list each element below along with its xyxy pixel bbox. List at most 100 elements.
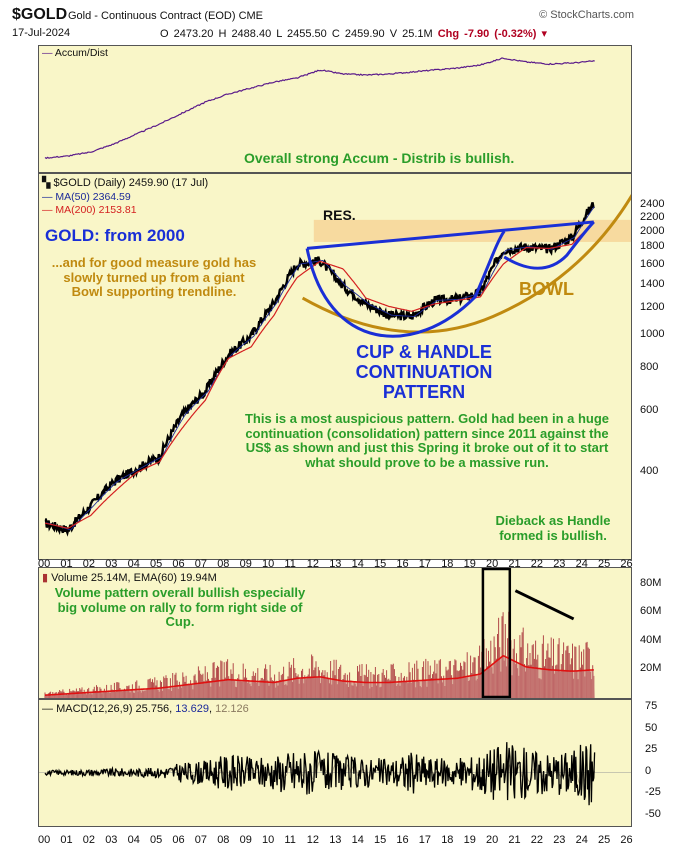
macd-y-tick: 0 [645,764,652,777]
price-y-tick: 400 [640,464,659,477]
macd-plot [39,742,631,806]
x-tick-top: 18 [441,558,454,570]
ma50-line [45,206,595,531]
dieback-note: Dieback as Handle formed is bullish. [495,513,611,543]
x-tick-top: 02 [82,558,96,570]
x-tick-bottom: 02 [82,834,96,846]
x-tick-bottom: 26 [620,834,633,846]
x-tick-bottom: 08 [217,834,230,846]
x-tick-top: 13 [329,558,342,570]
x-tick-top: 10 [262,558,275,570]
x-tick-bottom: 16 [396,834,409,846]
x-tick-top: 21 [508,558,521,570]
price-y-tick: 600 [640,404,659,417]
high-value: H 2488.40 [218,28,272,40]
x-tick-top: 20 [486,558,499,570]
symbol: $GOLD [12,6,68,23]
volume-plot [44,568,595,698]
x-tick-top: 15 [374,558,387,570]
price-legend: ▚ $GOLD (Daily) 2459.90 (17 Jul) [42,177,209,189]
open-value: O 2473.20 [160,28,214,40]
dropdown-arrow-icon[interactable]: ▾ [536,28,548,40]
price-y-tick: 1600 [640,257,665,270]
x-tick-top: 23 [553,558,566,570]
x-tick-top: 24 [575,558,588,570]
price-y-tick: 2000 [640,224,665,237]
x-tick-bottom: 04 [127,834,140,846]
accum-dist-plot [44,57,595,160]
x-tick-bottom: 10 [262,834,275,846]
x-tick-bottom: 06 [172,834,185,846]
chart-icon: ▚ [42,177,51,189]
x-tick-bottom: 12 [306,834,320,846]
x-tick-top: 08 [217,558,230,570]
volume-trend-line [514,589,575,621]
volume-highlight-box [481,568,512,698]
x-tick-top: 12 [306,558,320,570]
x-tick-bottom: 07 [194,834,208,846]
x-tick-bottom: 19 [463,834,476,846]
x-tick-bottom: 22 [530,834,544,846]
x-tick-bottom: 01 [60,834,73,846]
quote-date: 17-Jul-2024 [12,27,71,39]
close-value: C 2459.90 [331,28,385,40]
pattern-note: This is a most auspicious pattern. Gold … [244,411,610,470]
volume-y-tick: 20M [640,661,662,674]
x-tick-bottom: 23 [553,834,566,846]
x-tick-bottom: 17 [418,834,432,846]
x-tick-top: 05 [150,558,163,570]
x-tick-bottom: 11 [284,834,296,846]
x-tick-top: 19 [463,558,476,570]
x-tick-bottom: 20 [486,834,499,846]
macd-y-tick: 75 [645,700,658,712]
accum-dist-line [44,57,595,160]
x-tick-top: 03 [105,558,118,570]
macd-panel: — MACD(12,26,9) 25.756, 13.629, 12.126 [38,699,632,827]
x-tick-top: 25 [598,558,611,570]
x-tick-bottom: 05 [150,834,163,846]
volume-y-tick: 60M [640,605,662,618]
gold-title-label: GOLD: from 2000 [45,226,185,245]
macd-legend: — MACD(12,26,9) 25.756, 13.629, 12.126 [42,703,249,715]
cup-rim-line [306,220,594,250]
macd-y-tick: -25 [645,786,661,799]
volume-legend: ▮ Volume 25.14M, EMA(60) 19.94M [42,572,217,584]
bowl-label: BOWL [519,279,574,299]
x-tick-bottom: 09 [239,834,252,846]
price-plot [44,193,631,537]
x-tick-top: 00 [38,558,51,570]
macd-y-tick: 25 [645,743,658,756]
accum-dist-panel: — Accum/Dist Overall strong Accum - Dist… [38,45,632,173]
volume-icon: ▮ [42,572,49,584]
volume-y-tick: 40M [640,633,662,646]
x-tick-bottom: 18 [441,834,454,846]
ma200-legend: — MA(200) 2153.81 [42,204,137,216]
volume-annotation: Volume pattern overall bullish especiall… [54,585,306,630]
x-tick-bottom: 14 [351,834,364,846]
price-y-tick: 2200 [640,210,665,223]
handle-curve [503,220,595,270]
accum-dist-legend: — Accum/Dist [42,47,108,59]
x-tick-top: 06 [172,558,185,570]
volume-y-tick: 80M [640,577,662,590]
price-y-tick: 800 [640,361,659,374]
bowl-curve [301,193,631,334]
x-tick-top: 26 [620,558,633,570]
price-y-tick: 1200 [640,300,665,313]
x-tick-top: 22 [530,558,544,570]
x-tick-bottom: 15 [374,834,387,846]
x-tick-bottom: 13 [329,834,342,846]
x-tick-top: 14 [351,558,364,570]
change-value: Chg -7.90 (-0.32%) [437,28,537,40]
cup-handle-label: CUP & HANDLE CONTINUATION PATTERN [355,342,493,403]
source-credit: © StockCharts.com [539,9,634,21]
price-panel: ▚ $GOLD (Daily) 2459.90 (17 Jul) — MA(50… [38,173,632,560]
ma200-line [44,221,595,529]
volume-ema-area [45,655,595,698]
ma50-legend: — MA(50) 2364.59 [42,191,131,203]
x-tick-top: 07 [194,558,208,570]
price-y-tick: 1800 [640,240,665,253]
price-y-tick: 1000 [640,328,665,340]
macd-y-tick: -50 [645,807,661,820]
bowl-note: ...and for good measure gold has slowly … [51,255,257,300]
